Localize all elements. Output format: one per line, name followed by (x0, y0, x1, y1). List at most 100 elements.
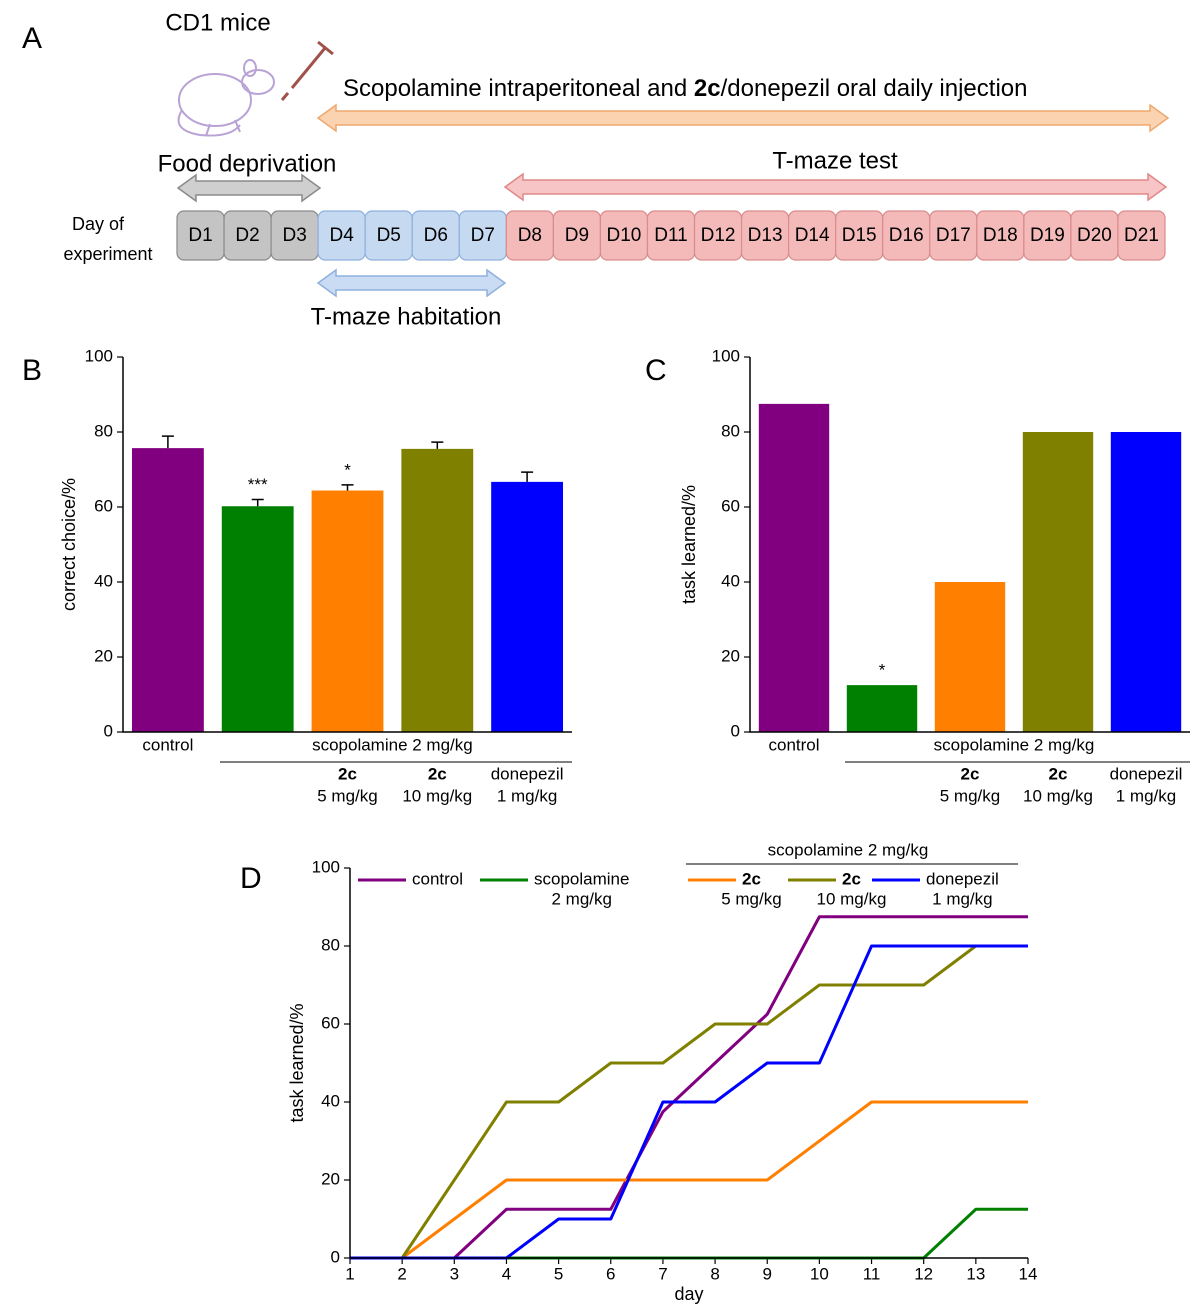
day-text: D20 (1077, 225, 1112, 246)
tmaze-test-label: T-maze test (772, 147, 898, 174)
x-tick-label: 8 (710, 1264, 719, 1283)
day-text: D11 (654, 225, 687, 246)
arrow (503, 172, 1168, 202)
x-tick-sublabel: 5 mg/kg (940, 786, 1000, 805)
y-tick-label: 20 (321, 1169, 340, 1188)
legend-label: scopolamine (534, 869, 629, 888)
injection-text: Scopolamine intraperitoneal and (343, 75, 694, 102)
x-tick-label: 2c (961, 764, 980, 783)
day-text: D5 (377, 225, 401, 246)
y-tick-label: 60 (94, 496, 113, 515)
error-bar (431, 441, 444, 449)
group-label: scopolamine 2 mg/kg (934, 735, 1095, 754)
panel-label: B (22, 354, 42, 387)
axis-line (749, 357, 1190, 733)
bar (1022, 432, 1094, 732)
error-bar (341, 484, 354, 491)
bar (1110, 432, 1182, 732)
x-tick-label: control (768, 735, 819, 754)
day-text: D3 (282, 225, 306, 246)
x-tick-label: 6 (606, 1264, 615, 1283)
y-tick-label: 20 (94, 646, 113, 665)
group-label: scopolamine 2 mg/kg (312, 735, 473, 754)
x-tick-label: 9 (762, 1264, 771, 1283)
x-tick-label: 12 (914, 1264, 933, 1283)
day-text: D9 (565, 225, 589, 246)
x-tick-label: control (142, 735, 193, 754)
y-tick-label: 100 (712, 346, 740, 365)
legend-label: 2c (742, 869, 761, 888)
tmaze-habituation-label: T-maze habitation (311, 303, 502, 330)
x-tick-label: 2c (1049, 764, 1068, 783)
y-tick-label: 80 (721, 421, 740, 440)
y-tick-label: 100 (85, 346, 113, 365)
significance-label: * (344, 460, 351, 479)
compound-name: 2c (694, 75, 721, 102)
day-text: D12 (701, 225, 736, 246)
y-axis-label: task learned/% (287, 1003, 307, 1122)
arrow (316, 268, 507, 298)
panel-label: A (22, 22, 42, 55)
y-tick-label: 60 (321, 1013, 340, 1032)
x-tick-label: 7 (658, 1264, 667, 1283)
y-axis-label: correct choice/% (59, 478, 79, 611)
bar (758, 403, 830, 732)
y-tick-label: 40 (721, 571, 740, 590)
axis-line (349, 868, 1028, 1259)
x-tick-label: 5 (554, 1264, 563, 1283)
bar (131, 448, 204, 732)
y-tick-label: 0 (104, 721, 113, 740)
error-bar (251, 498, 264, 507)
day-text: D4 (330, 225, 355, 246)
arrow (316, 103, 1170, 133)
y-tick-label: 40 (321, 1091, 340, 1110)
bar (934, 582, 1006, 732)
y-tick-label: 100 (312, 857, 340, 876)
axis-line (122, 357, 572, 733)
x-tick-label: 13 (966, 1264, 985, 1283)
x-tick-label: 2 (397, 1264, 406, 1283)
bar (491, 481, 564, 732)
y-axis-label: task learned/% (679, 485, 699, 604)
day-box (1117, 210, 1166, 261)
x-axis-label: day (674, 1284, 703, 1304)
day-text: D6 (424, 225, 448, 246)
legend-label: 2c (842, 869, 861, 888)
legend-label: control (412, 869, 463, 888)
day-text: D2 (235, 225, 259, 246)
legend-sublabel: 1 mg/kg (932, 889, 992, 908)
injection-label: Scopolamine intraperitoneal and 2c/donep… (343, 75, 1027, 102)
arrow (176, 173, 322, 203)
error-bar (161, 435, 174, 449)
day-text: D17 (936, 225, 971, 246)
day-text: D8 (518, 225, 542, 246)
injection-text: /donepezil oral daily injection (721, 75, 1028, 102)
day-text: D15 (842, 225, 877, 246)
y-tick-label: 60 (721, 496, 740, 515)
legend-sublabel: 10 mg/kg (816, 889, 886, 908)
day-text: D13 (748, 225, 783, 246)
x-tick-label: 10 (810, 1264, 829, 1283)
x-tick-label: 2c (338, 764, 357, 783)
y-tick-label: 0 (331, 1247, 340, 1266)
x-tick-sublabel: 10 mg/kg (402, 786, 472, 805)
significance-label: * (879, 661, 886, 680)
series-line (350, 1207, 1028, 1260)
y-tick-label: 80 (321, 935, 340, 954)
panel-label: D (240, 862, 262, 895)
bar (846, 685, 918, 732)
legend-label: donepezil (926, 869, 999, 888)
x-tick-label: donepezil (491, 764, 564, 783)
x-tick-sublabel: 1 mg/kg (497, 786, 557, 805)
significance-label: *** (248, 475, 268, 494)
day-text: D19 (1030, 225, 1065, 246)
bar (401, 448, 474, 732)
y-tick-label: 40 (94, 571, 113, 590)
bar (221, 506, 294, 732)
x-tick-label: 4 (502, 1264, 511, 1283)
x-tick-sublabel: 5 mg/kg (317, 786, 377, 805)
day-text: D14 (795, 225, 830, 246)
bar (311, 490, 384, 732)
x-tick-label: 2c (428, 764, 447, 783)
x-tick-label: 14 (1019, 1264, 1038, 1283)
